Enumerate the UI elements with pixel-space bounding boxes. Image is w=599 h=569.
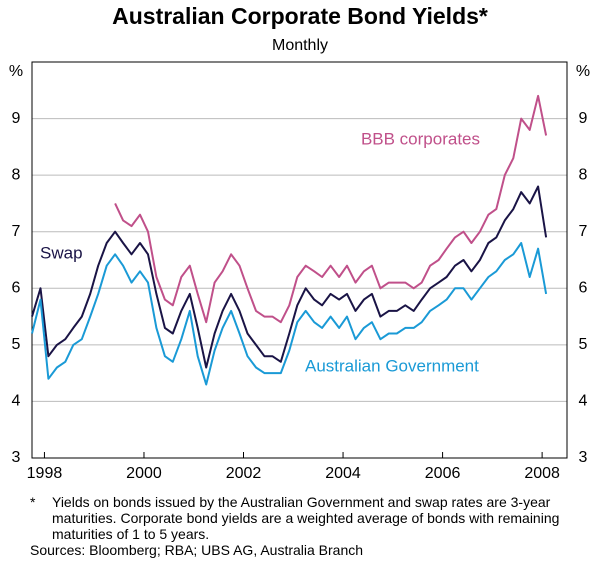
x-tick-label: 1998: [27, 465, 63, 482]
series-label: Australian Government: [305, 356, 479, 375]
y-tick-label: 9: [12, 110, 21, 127]
plot-frame: [31, 61, 568, 459]
y-tick-label: 4: [12, 393, 21, 410]
series-line: [114, 94, 548, 324]
footnote-text: Yields on bonds issued by the Australian…: [52, 494, 560, 542]
y2-tick-label: 7: [579, 223, 588, 240]
x-tick-label: 2008: [524, 465, 560, 482]
y2-tick-label: 8: [579, 166, 588, 183]
y-tick-label: 6: [12, 280, 21, 297]
y2-tick-label: 5: [579, 336, 588, 353]
series-line: [31, 242, 548, 386]
chart-title: Australian Corporate Bond Yields*: [112, 3, 488, 29]
series-line: [31, 185, 548, 369]
y2-tick-label: 3: [579, 449, 588, 466]
y-tick-label: 5: [12, 336, 21, 353]
x-tick-label: 2002: [226, 465, 262, 482]
footnote-marker: *: [30, 494, 36, 510]
y-tick-label: 7: [12, 223, 21, 240]
x-tick-label: 2006: [425, 465, 461, 482]
y-tick-label: 3: [12, 449, 21, 466]
notes: * Yields on bonds issued by the Australia…: [30, 494, 590, 558]
source: Sources: Bloomberg; RBA; UBS AG, Austral…: [30, 542, 364, 558]
y-unit: %: [9, 63, 23, 80]
chart: Australian Corporate Bond Yields* Monthl…: [9, 3, 590, 482]
x-tick-label: 2004: [325, 465, 361, 482]
y2-tick-label: 4: [579, 393, 588, 410]
chart-subtitle: Monthly: [272, 37, 328, 54]
y2-tick-label: 6: [579, 280, 588, 297]
series-label: BBB corporates: [361, 129, 480, 148]
x-tick-label: 2000: [126, 465, 162, 482]
footnote: * Yields on bonds issued by the Australia…: [30, 494, 590, 542]
y-tick-label: 8: [12, 166, 21, 183]
series-label: Swap: [40, 243, 83, 262]
y2-tick-label: 9: [579, 110, 588, 127]
y2-unit: %: [576, 63, 590, 80]
